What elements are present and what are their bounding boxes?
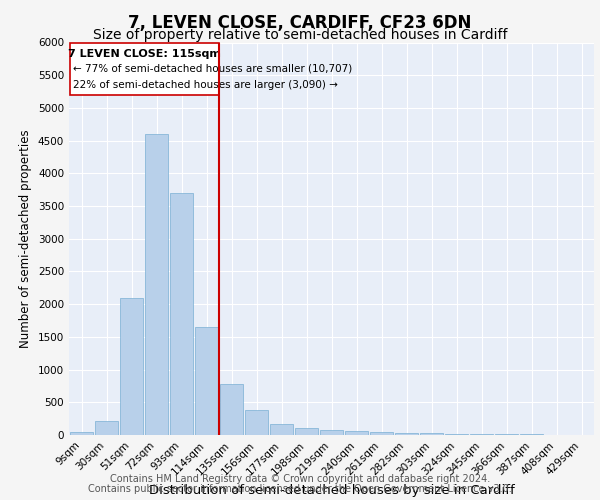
- Bar: [395, 432, 418, 435]
- Bar: [220, 384, 244, 435]
- Text: 7, LEVEN CLOSE, CARDIFF, CF23 6DN: 7, LEVEN CLOSE, CARDIFF, CF23 6DN: [128, 14, 472, 32]
- Bar: [95, 422, 118, 435]
- Y-axis label: Number of semi-detached properties: Number of semi-detached properties: [19, 130, 32, 348]
- Bar: [245, 410, 268, 435]
- Bar: [269, 424, 293, 435]
- Bar: [520, 434, 544, 435]
- Text: Contains public sector information licensed under the Open Government Licence v3: Contains public sector information licen…: [88, 484, 512, 494]
- Text: Size of property relative to semi-detached houses in Cardiff: Size of property relative to semi-detach…: [93, 28, 507, 42]
- Bar: [70, 432, 94, 435]
- Text: Contains HM Land Registry data © Crown copyright and database right 2024.: Contains HM Land Registry data © Crown c…: [110, 474, 490, 484]
- Bar: [370, 432, 394, 435]
- Bar: [344, 431, 368, 435]
- Bar: [419, 434, 443, 435]
- Bar: [145, 134, 169, 435]
- Bar: [295, 428, 319, 435]
- Bar: [445, 434, 469, 435]
- Text: 7 LEVEN CLOSE: 115sqm: 7 LEVEN CLOSE: 115sqm: [68, 49, 220, 59]
- Bar: [494, 434, 518, 435]
- X-axis label: Distribution of semi-detached houses by size in Cardiff: Distribution of semi-detached houses by …: [149, 484, 514, 496]
- Text: 22% of semi-detached houses are larger (3,090) →: 22% of semi-detached houses are larger (…: [73, 80, 338, 90]
- Bar: [470, 434, 493, 435]
- Bar: [320, 430, 343, 435]
- Text: ← 77% of semi-detached houses are smaller (10,707): ← 77% of semi-detached houses are smalle…: [73, 64, 353, 74]
- FancyBboxPatch shape: [70, 42, 218, 95]
- Bar: [119, 298, 143, 435]
- Bar: [194, 327, 218, 435]
- Bar: [170, 193, 193, 435]
